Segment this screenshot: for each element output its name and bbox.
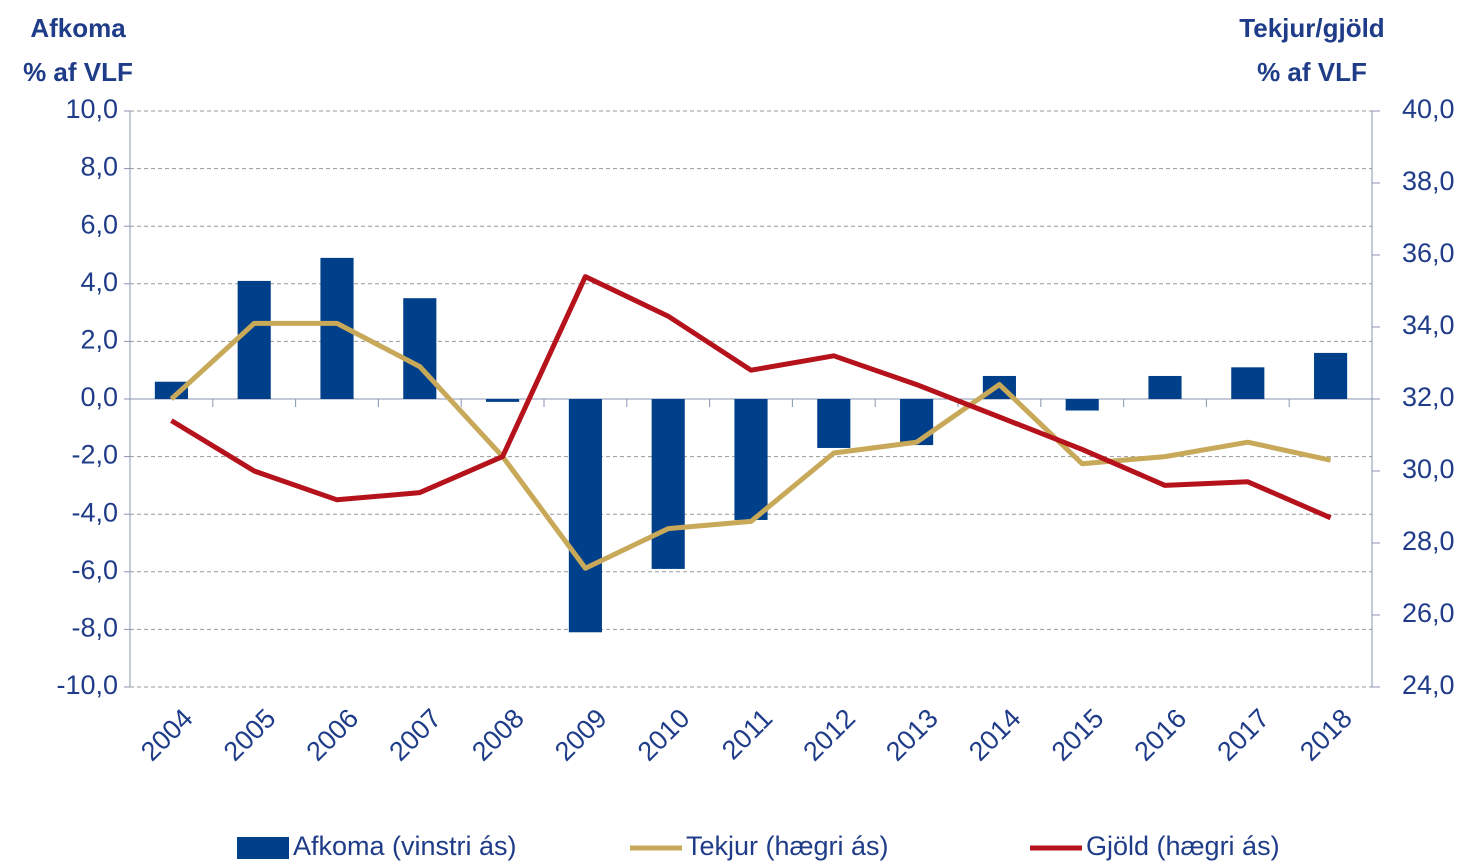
y2-axis-title: % af VLF [1257, 57, 1367, 87]
legend-label: Tekjur (hægri ás) [686, 831, 889, 861]
y-tick-label: -6,0 [71, 555, 118, 585]
y-tick-label: -4,0 [71, 497, 118, 527]
y2-tick-label: 34,0 [1402, 310, 1455, 340]
y2-tick-label: 38,0 [1402, 166, 1455, 196]
y-tick-label: 2,0 [80, 325, 118, 355]
bar [1065, 399, 1099, 411]
legend-label: Afkoma (vinstri ás) [293, 831, 517, 861]
y-tick-label: -10,0 [56, 670, 118, 700]
y-tick-label: 8,0 [80, 152, 118, 182]
x-tick-label: 2018 [1294, 703, 1358, 767]
x-tick-label: 2004 [135, 703, 199, 767]
legend-swatch [237, 837, 289, 859]
y2-tick-label: 30,0 [1402, 454, 1455, 484]
x-tick-label: 2008 [466, 703, 530, 767]
y2-axis-title: Tekjur/gjöld [1239, 13, 1384, 43]
y-tick-label: -2,0 [71, 440, 118, 470]
x-tick-label: 2017 [1211, 703, 1275, 767]
x-tick-label: 2012 [797, 703, 861, 767]
bar [734, 399, 768, 520]
bar [1231, 367, 1265, 399]
bar [237, 280, 271, 399]
x-tick-label: 2007 [383, 703, 447, 767]
x-tick-label: 2009 [549, 703, 613, 767]
bar [1148, 375, 1182, 399]
x-tick-label: 2014 [963, 703, 1027, 767]
x-tick-label: 2005 [218, 703, 282, 767]
y2-tick-label: 28,0 [1402, 526, 1455, 556]
bar [817, 399, 851, 448]
y2-tick-label: 32,0 [1402, 382, 1455, 412]
y2-tick-label: 24,0 [1402, 670, 1455, 700]
y2-tick-label: 40,0 [1402, 94, 1455, 124]
x-tick-label: 2010 [632, 703, 696, 767]
bar [403, 298, 437, 399]
bar [486, 399, 520, 402]
y-tick-label: 4,0 [80, 267, 118, 297]
y-tick-label: 0,0 [80, 382, 118, 412]
bar [651, 399, 685, 569]
line [169, 320, 1332, 571]
line [170, 274, 1332, 521]
bar [1314, 352, 1348, 399]
y-tick-label: 10,0 [65, 94, 118, 124]
bar [900, 399, 934, 446]
y-tick-label: 6,0 [80, 209, 118, 239]
x-tick-label: 2011 [716, 703, 778, 765]
legend-label: Gjöld (hægri ás) [1086, 831, 1280, 861]
y2-tick-label: 26,0 [1402, 598, 1455, 628]
x-tick-label: 2013 [880, 703, 944, 767]
x-tick-label: 2016 [1129, 703, 1193, 767]
y2-tick-label: 36,0 [1402, 238, 1455, 268]
x-tick-label: 2006 [301, 703, 365, 767]
x-tick-label: 2015 [1046, 703, 1110, 767]
y-axis-title: Afkoma [30, 13, 126, 43]
y-tick-label: -8,0 [71, 613, 118, 643]
bar [568, 399, 602, 633]
y-axis-title: % af VLF [23, 57, 133, 87]
